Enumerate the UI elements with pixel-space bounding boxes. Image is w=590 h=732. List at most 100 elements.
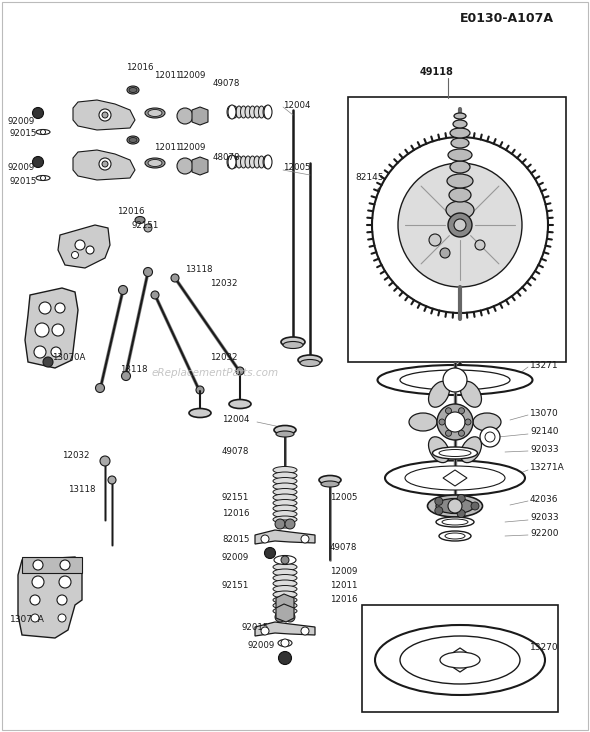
Ellipse shape <box>276 520 294 528</box>
Ellipse shape <box>450 161 470 173</box>
Circle shape <box>35 323 49 337</box>
Polygon shape <box>73 100 135 130</box>
Ellipse shape <box>148 110 162 116</box>
Circle shape <box>58 614 66 622</box>
Text: 12032: 12032 <box>62 450 90 460</box>
Circle shape <box>443 368 467 392</box>
Ellipse shape <box>135 217 145 223</box>
Circle shape <box>196 386 204 394</box>
Ellipse shape <box>432 447 477 459</box>
Text: 12016: 12016 <box>330 596 358 605</box>
Circle shape <box>454 219 466 231</box>
Circle shape <box>39 302 51 314</box>
Ellipse shape <box>461 381 481 407</box>
Text: E0130-A107A: E0130-A107A <box>460 12 554 24</box>
Ellipse shape <box>439 449 471 457</box>
Circle shape <box>108 476 116 484</box>
Circle shape <box>281 556 289 564</box>
Text: 13070A: 13070A <box>10 616 45 624</box>
Circle shape <box>55 303 65 313</box>
Circle shape <box>32 157 44 168</box>
Ellipse shape <box>273 602 297 609</box>
Ellipse shape <box>273 516 297 523</box>
Ellipse shape <box>250 156 255 168</box>
Text: 92151: 92151 <box>222 580 250 589</box>
Ellipse shape <box>450 128 470 138</box>
Circle shape <box>445 430 451 436</box>
Ellipse shape <box>273 591 297 598</box>
Polygon shape <box>22 557 82 573</box>
Circle shape <box>144 224 152 232</box>
Ellipse shape <box>145 108 165 118</box>
Ellipse shape <box>258 106 264 118</box>
Text: 12011: 12011 <box>154 143 182 152</box>
Circle shape <box>34 346 46 358</box>
Ellipse shape <box>273 510 297 518</box>
Circle shape <box>457 494 465 502</box>
Ellipse shape <box>245 156 251 168</box>
Ellipse shape <box>258 156 264 168</box>
Circle shape <box>429 234 441 246</box>
Ellipse shape <box>273 608 297 614</box>
Ellipse shape <box>273 477 297 485</box>
Circle shape <box>59 576 71 588</box>
Circle shape <box>32 576 44 588</box>
Ellipse shape <box>448 149 472 161</box>
Ellipse shape <box>409 413 437 431</box>
Circle shape <box>440 248 450 258</box>
Ellipse shape <box>273 494 297 501</box>
Ellipse shape <box>127 136 139 144</box>
Text: 92200: 92200 <box>530 529 559 537</box>
Ellipse shape <box>439 531 471 541</box>
Ellipse shape <box>273 466 297 474</box>
Ellipse shape <box>127 86 139 94</box>
Polygon shape <box>73 150 135 180</box>
Text: 49118: 49118 <box>420 67 454 77</box>
Ellipse shape <box>264 155 272 169</box>
Circle shape <box>372 137 548 313</box>
Text: 13271A: 13271A <box>530 463 565 472</box>
Text: 82145: 82145 <box>355 173 384 182</box>
Ellipse shape <box>378 365 533 395</box>
Ellipse shape <box>273 499 297 507</box>
Ellipse shape <box>148 160 162 166</box>
Circle shape <box>457 509 465 518</box>
Text: eReplacementParts.com: eReplacementParts.com <box>152 368 278 378</box>
Ellipse shape <box>273 488 297 496</box>
Text: 12004: 12004 <box>222 416 250 425</box>
Ellipse shape <box>400 636 520 684</box>
Polygon shape <box>442 648 478 672</box>
Circle shape <box>52 324 64 336</box>
Circle shape <box>41 130 45 135</box>
Ellipse shape <box>145 158 165 168</box>
Ellipse shape <box>129 138 137 143</box>
Ellipse shape <box>281 337 305 347</box>
Circle shape <box>51 347 61 357</box>
Polygon shape <box>192 107 208 125</box>
Polygon shape <box>192 157 208 175</box>
Ellipse shape <box>36 176 50 181</box>
Circle shape <box>33 560 43 570</box>
Text: 12004: 12004 <box>283 100 310 110</box>
Circle shape <box>102 112 108 118</box>
Ellipse shape <box>447 174 473 188</box>
Ellipse shape <box>319 476 341 485</box>
Polygon shape <box>18 557 82 638</box>
Ellipse shape <box>461 437 481 463</box>
Circle shape <box>445 408 451 414</box>
Circle shape <box>102 161 108 167</box>
Ellipse shape <box>454 113 466 119</box>
Text: 13271: 13271 <box>530 360 559 370</box>
Circle shape <box>75 240 85 250</box>
Circle shape <box>30 595 40 605</box>
Text: 92033: 92033 <box>530 514 559 523</box>
Circle shape <box>236 367 244 375</box>
Polygon shape <box>276 604 294 622</box>
Ellipse shape <box>428 495 483 517</box>
Text: 12009: 12009 <box>178 143 205 152</box>
Circle shape <box>99 158 111 170</box>
Circle shape <box>475 240 485 250</box>
Ellipse shape <box>273 505 297 512</box>
Ellipse shape <box>236 106 242 118</box>
Circle shape <box>96 384 104 392</box>
